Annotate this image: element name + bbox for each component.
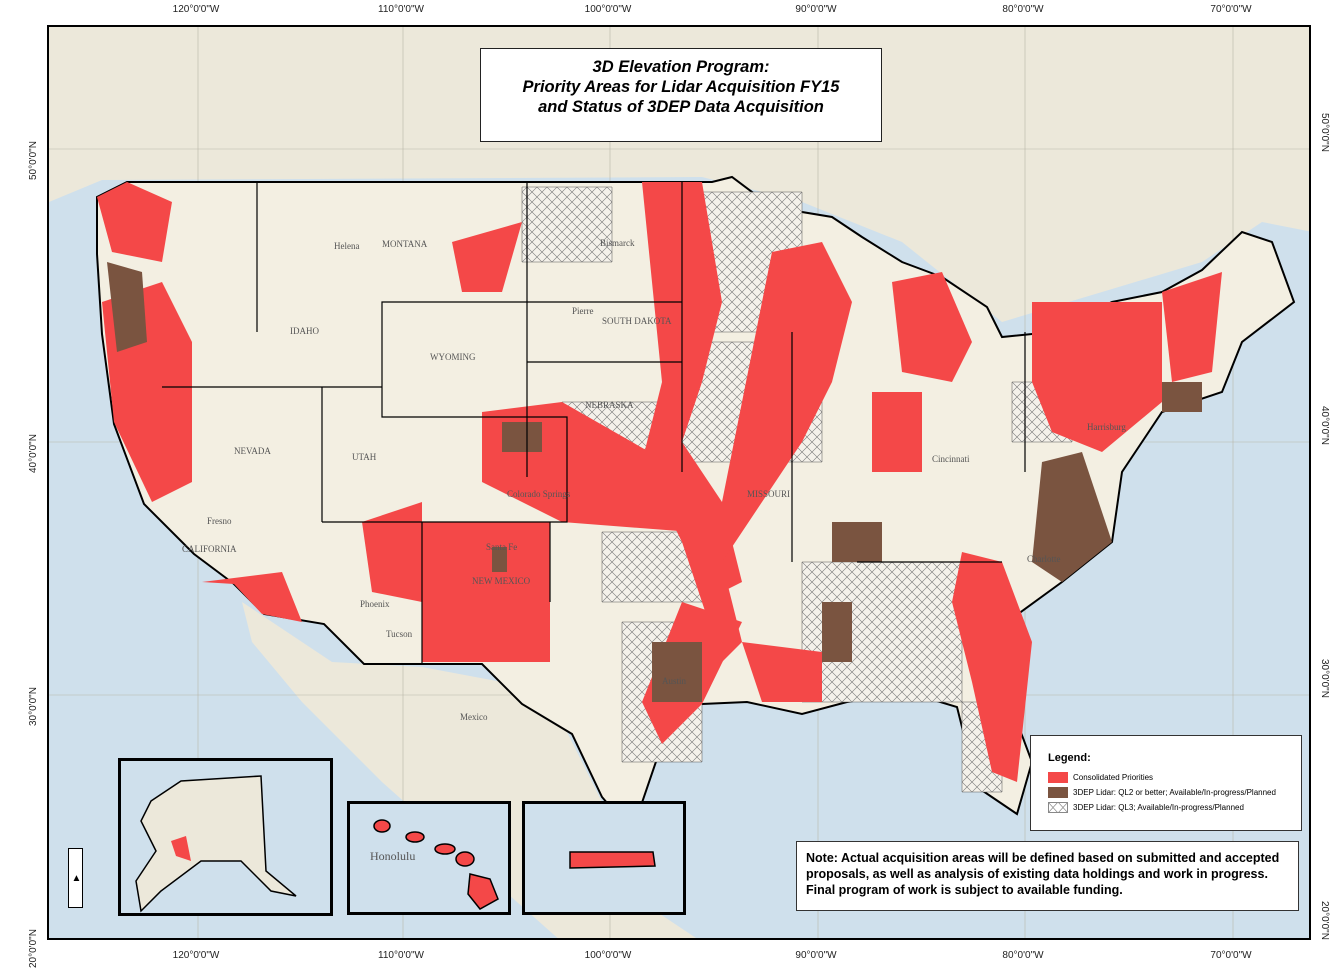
label-fresno: Fresno — [207, 516, 232, 526]
legend-label: 3DEP Lidar: QL2 or better; Available/In-… — [1073, 788, 1276, 797]
title-line: 3D Elevation Program: — [592, 58, 770, 76]
label-cincinnati: Cincinnati — [932, 454, 970, 464]
label-austin: Austin — [662, 676, 687, 686]
label-phoenix: Phoenix — [360, 599, 390, 609]
lat-tick-label: 30°0'0"N — [1319, 659, 1330, 698]
ql2-area-texas — [652, 642, 702, 702]
legend-heading: Legend: — [1048, 752, 1091, 764]
ql2-area-connecticut — [1162, 382, 1202, 412]
priority-area-new-england — [1162, 272, 1222, 382]
lat-tick-label: 20°0'0"N — [1319, 901, 1330, 940]
priority-area-georgia-florida — [952, 552, 1032, 782]
label-wyoming: WYOMING — [430, 352, 476, 362]
priority-area-new-york — [1032, 302, 1162, 452]
ql2-area-mississippi — [822, 602, 852, 662]
label-santa-fe: Santa Fe — [486, 542, 517, 552]
priority-areas — [97, 182, 1222, 782]
lon-tick-label: 80°0'0"W — [1002, 4, 1044, 15]
lon-tick-label: 70°0'0"W — [1210, 4, 1252, 15]
ql2-areas — [107, 262, 1202, 702]
lon-tick-label: 90°0'0"W — [795, 950, 837, 961]
label-pierre: Pierre — [572, 306, 594, 316]
label-nebraska: NEBRASKA — [585, 400, 634, 410]
lat-tick-label: 20°0'0"N — [28, 929, 39, 968]
priority-area-washington — [97, 182, 172, 262]
puerto-rico-map — [569, 851, 656, 869]
ql2-area-tennessee — [832, 522, 882, 562]
legend-label: Consolidated Priorities — [1073, 773, 1154, 782]
label-utah: UTAH — [352, 452, 377, 462]
label-idaho: IDAHO — [290, 326, 319, 336]
priority-area-plains — [642, 182, 742, 602]
label-montana: MONTANA — [382, 239, 428, 249]
label-harrisburg: Harrisburg — [1087, 422, 1126, 432]
priority-area-arizona — [362, 502, 422, 602]
label-missouri: MISSOURI — [747, 489, 790, 499]
state-boundaries — [162, 182, 1026, 664]
lat-tick-label: 50°0'0"N — [28, 141, 39, 180]
legend-swatch — [1048, 787, 1068, 798]
lon-tick-label: 90°0'0"W — [795, 4, 837, 15]
priority-area-mississippi — [702, 242, 852, 662]
legend-item-ql3: 3DEP Lidar: QL3; Available/In-progress/P… — [1048, 800, 1301, 815]
hawaii-map — [373, 819, 499, 910]
lon-tick-label: 110°0'0"W — [378, 950, 424, 961]
legend-item-priorities: Consolidated Priorities — [1048, 770, 1301, 785]
alaska-map — [135, 775, 297, 913]
lat-tick-label: 30°0'0"N — [28, 687, 39, 726]
ql2-area-oregon — [107, 262, 147, 352]
legend-label: 3DEP Lidar: QL3; Available/In-progress/P… — [1073, 803, 1244, 812]
lat-tick-label: 50°0'0"N — [1319, 113, 1330, 152]
legend-item-ql2: 3DEP Lidar: QL2 or better; Available/In-… — [1048, 785, 1301, 800]
label-helena: Helena — [334, 241, 359, 251]
priority-area-montana — [452, 222, 522, 292]
label-colorado-springs: Colorado Springs — [507, 489, 571, 499]
label-nevada: NEVADA — [234, 446, 271, 456]
lon-tick-label: 70°0'0"W — [1210, 950, 1252, 961]
funding-note: Note: Actual acquisition areas will be d… — [796, 841, 1299, 911]
north-arrow-icon: ▲ — [68, 848, 83, 908]
legend: Legend: Consolidated Priorities 3DEP Lid… — [1030, 735, 1302, 831]
priority-area-michigan — [892, 272, 972, 382]
lon-tick-label: 100°0'0"W — [584, 4, 632, 15]
title-line: Priority Areas for Lidar Acquisition FY1… — [522, 78, 840, 96]
label-new-mexico: NEW MEXICO — [472, 576, 531, 586]
legend-swatch — [1048, 772, 1068, 783]
label-tucson: Tucson — [386, 629, 413, 639]
ql2-area-virginia-carolina — [1032, 452, 1112, 582]
ql3-area-north-dakota — [521, 186, 613, 263]
lon-tick-label: 80°0'0"W — [1002, 950, 1044, 961]
priority-area-louisiana — [742, 642, 822, 702]
legend-swatch — [1048, 802, 1068, 813]
label-charlotte: Charlotte — [1027, 554, 1061, 564]
lon-tick-label: 120°0'0"W — [172, 4, 220, 15]
label-mexico: Mexico — [460, 712, 488, 722]
lat-tick-label: 40°0'0"N — [28, 434, 39, 473]
ql2-area-new-mexico — [492, 547, 507, 572]
canada-land — [49, 27, 1309, 322]
puerto-rico-inset — [522, 801, 686, 915]
lat-tick-label: 40°0'0"N — [1319, 406, 1330, 445]
label-bismarck: Bismarck — [600, 238, 635, 248]
lon-tick-label: 100°0'0"W — [584, 950, 632, 961]
lon-tick-label: 120°0'0"W — [172, 950, 220, 961]
label-california: CALIFORNIA — [182, 544, 237, 554]
label-south-dakota: SOUTH DAKOTA — [602, 316, 672, 326]
title-line: and Status of 3DEP Data Acquisition — [538, 98, 824, 116]
hawaii-inset: Honolulu — [347, 801, 511, 915]
priority-area-southern-california — [202, 572, 302, 622]
label-honolulu: Honolulu — [370, 849, 416, 863]
alaska-inset — [118, 758, 333, 916]
map-title: 3D Elevation Program: Priority Areas for… — [480, 48, 882, 142]
priority-area-indiana — [872, 392, 922, 472]
ql2-area-colorado — [502, 422, 542, 452]
lon-tick-label: 110°0'0"W — [378, 4, 424, 15]
priority-area-new-mexico — [422, 522, 550, 662]
